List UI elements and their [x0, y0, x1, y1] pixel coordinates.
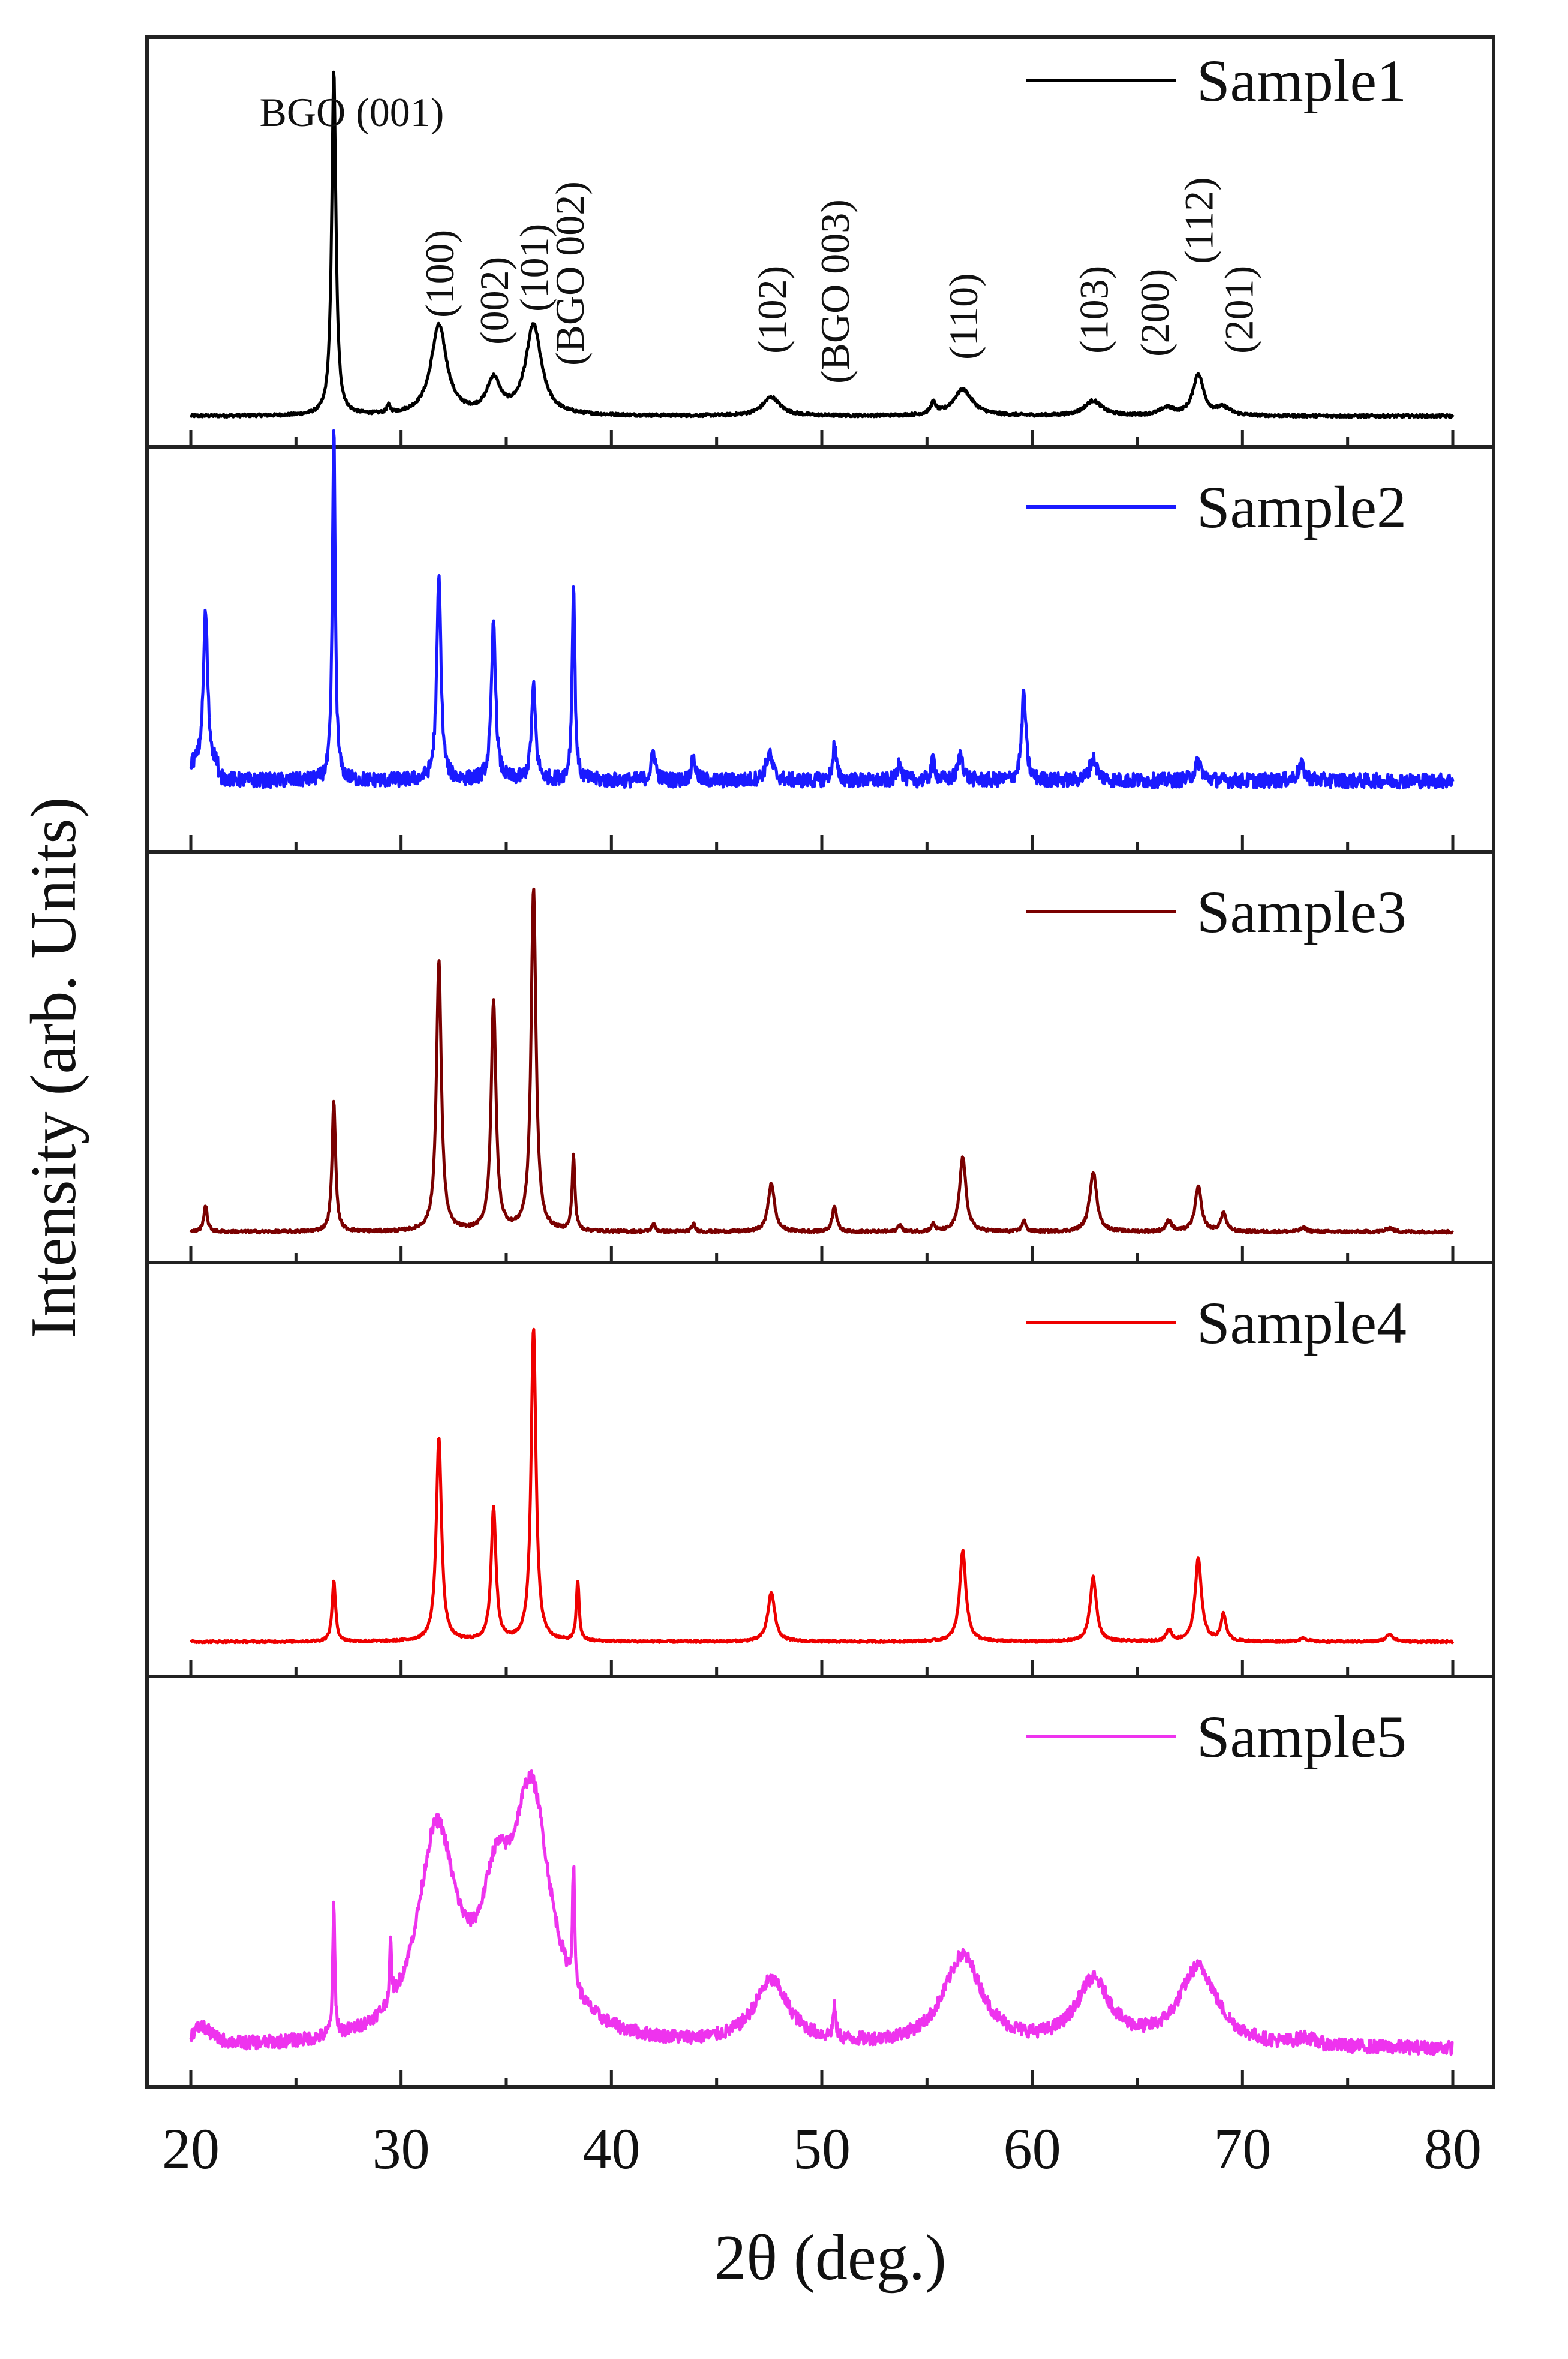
- peak-label: (BGO 002): [547, 181, 593, 366]
- x-tick-label: 50: [793, 2117, 851, 2181]
- legend-label-1: Sample1: [1197, 47, 1407, 114]
- series-line-4: [189, 1327, 1455, 1645]
- y-axis-title: Intensity (arb. Units): [18, 797, 89, 1339]
- panel-5: Sample5: [145, 1675, 1495, 2089]
- x-axis-title: 2θ (deg.): [714, 2222, 947, 2294]
- peak-label: (002): [471, 257, 517, 345]
- series-line-2: [189, 429, 1455, 790]
- peak-label: (200): [1132, 269, 1177, 357]
- x-tick-label: 30: [373, 2117, 430, 2181]
- peak-label: (101): [512, 224, 557, 312]
- peak-label: (112): [1176, 177, 1222, 264]
- peak-label: (103): [1071, 266, 1116, 354]
- x-ticks: 20 30 40 50 60 70 80: [162, 2117, 1482, 2181]
- series-line-1: [189, 70, 1455, 419]
- panel-4: Sample4: [145, 1261, 1495, 1678]
- legend-label-5: Sample5: [1197, 1703, 1407, 1770]
- x-tick-label: 70: [1213, 2117, 1271, 2181]
- peak-label: (110): [941, 273, 986, 360]
- x-tick-label: 80: [1424, 2117, 1482, 2181]
- x-tick-label: 60: [1004, 2117, 1061, 2181]
- peak-label: (BGO 003): [812, 199, 858, 384]
- panels: Sample1 Sample2 Sample3 Sample4 Sample5: [145, 35, 1495, 2089]
- peak-label: BGO (001): [260, 89, 444, 135]
- peak-annotations: BGO (001) (100) (002)(101)(BGO 002) (102) (B…: [260, 89, 1262, 384]
- legend-label-2: Sample2: [1197, 474, 1407, 540]
- x-tick-label: 40: [582, 2117, 640, 2181]
- peak-label: (201): [1216, 266, 1261, 354]
- legend-label-3: Sample3: [1197, 879, 1407, 945]
- legend-label-4: Sample4: [1197, 1290, 1407, 1356]
- panel-3: Sample3: [145, 850, 1495, 1264]
- peak-label: (100): [417, 230, 462, 318]
- series-line-5: [189, 1769, 1455, 2056]
- panel-2: Sample2: [145, 429, 1495, 854]
- peak-label: (102): [749, 266, 795, 354]
- x-tick-label: 20: [162, 2117, 220, 2181]
- series-line-3: [189, 887, 1454, 1235]
